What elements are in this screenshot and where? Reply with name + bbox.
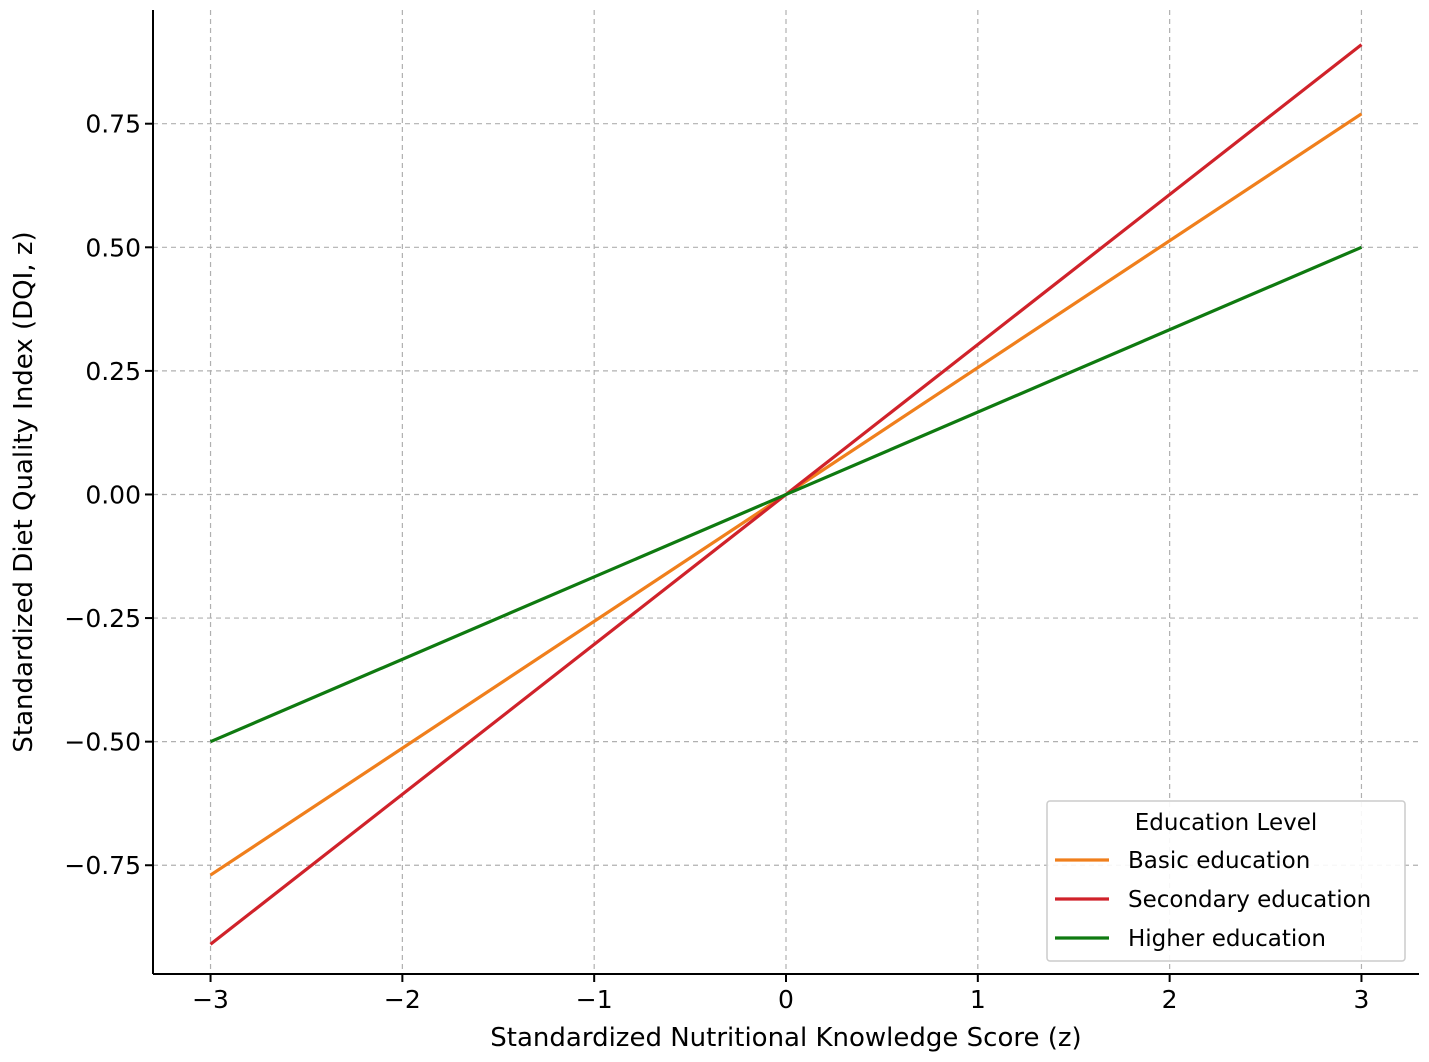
legend-entry-label: Secondary education xyxy=(1128,887,1371,913)
y-axis-label: Standardized Diet Quality Index (DQI, z) xyxy=(9,231,39,752)
x-tick-label: −1 xyxy=(576,985,613,1014)
series-line-2 xyxy=(209,245,1363,744)
y-tick-label: −0.75 xyxy=(64,851,141,880)
legend-title: Education Level xyxy=(1135,810,1318,836)
legend-entry-label: Higher education xyxy=(1128,926,1326,952)
y-tick-label: −0.50 xyxy=(64,728,141,757)
x-tick-label: 0 xyxy=(778,985,794,1014)
legend-entries: Basic education Secondary education Higher… xyxy=(1055,848,1371,952)
x-tick-label: −2 xyxy=(384,985,421,1014)
legend: Education Level Basic education Secondary… xyxy=(1046,800,1406,962)
legend-box xyxy=(1046,800,1406,962)
series-lines xyxy=(209,43,1363,946)
y-tick-label: 0.00 xyxy=(85,480,141,509)
y-tick-label: −0.25 xyxy=(64,604,141,633)
ticks: −3 −2 −1 0 1 2 3 −0.75 −0.50 −0.25 0.00 0.25 0.50 0.7… xyxy=(64,110,1369,1014)
legend-entry-label: Basic education xyxy=(1128,848,1310,874)
x-tick-label: 3 xyxy=(1354,985,1370,1014)
x-tick-label: 1 xyxy=(970,985,986,1014)
y-tick-label: 0.50 xyxy=(85,233,141,262)
y-tick-label: 0.75 xyxy=(85,110,141,139)
x-tick-label: 2 xyxy=(1162,985,1178,1014)
x-tick-label: −3 xyxy=(192,985,229,1014)
x-axis-label: Standardized Nutritional Knowledge Score… xyxy=(490,1023,1081,1053)
y-tick-label: 0.25 xyxy=(85,357,141,386)
